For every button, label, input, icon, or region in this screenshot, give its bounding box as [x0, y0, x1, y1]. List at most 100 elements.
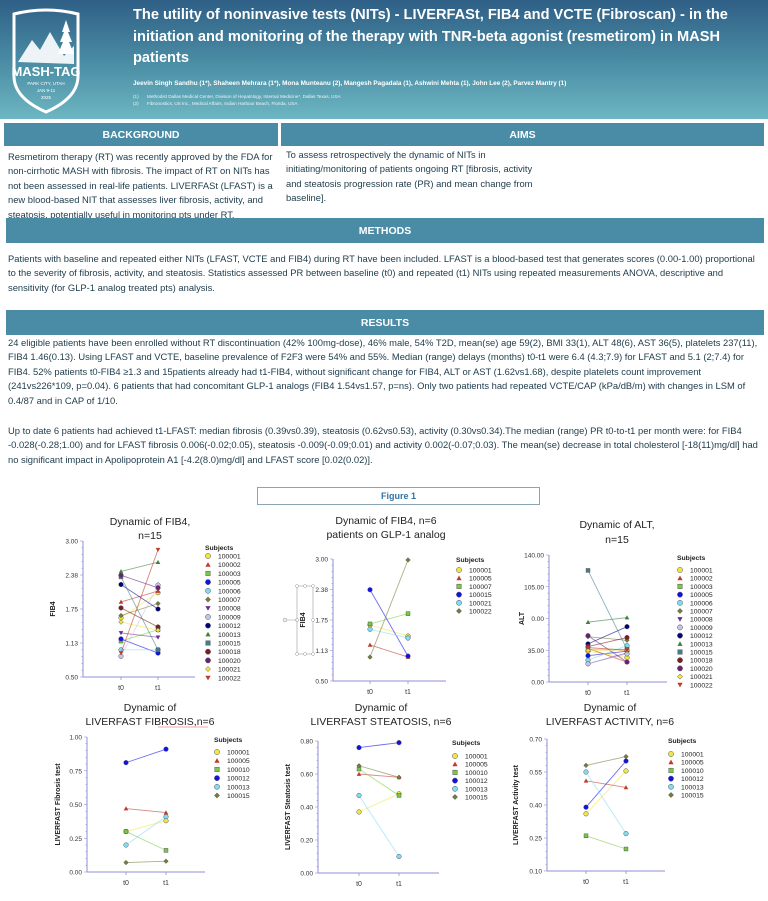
legend-entry: 100013: [465, 786, 488, 793]
legend-entry: 100005: [227, 758, 250, 765]
series-100012: [585, 624, 630, 647]
data-point: [118, 636, 124, 642]
legend-marker: [668, 775, 674, 782]
chart-title-line: n=15: [138, 530, 162, 542]
data-point: [405, 653, 411, 659]
legend-entry: 100020: [690, 666, 713, 673]
data-point: [356, 763, 362, 769]
y-axis-label: LIVERFAST Fibrosis test: [55, 763, 62, 846]
x-tick-label: t1: [396, 881, 402, 888]
series-line: [358, 742, 400, 749]
legend-entry: 100010: [465, 770, 488, 777]
chart-svg: Dynamic of FIB4, n=15 0.50 1.13 1.75 2.38 3.00…: [50, 516, 241, 692]
y-tick-label: 35.00: [528, 648, 545, 655]
data-point: [367, 621, 373, 627]
aims-text: To assess retrospectively the dynamic of…: [286, 149, 533, 204]
legend-marker: [677, 608, 683, 614]
legend-marker: [452, 769, 458, 775]
series-line: [120, 574, 159, 589]
series-100012: [123, 746, 169, 766]
y-tick-label: 3.00: [65, 539, 78, 546]
series-100009: [585, 651, 630, 667]
y-tick-label: 1.13: [315, 648, 328, 655]
y-tick-label: 140.00: [524, 553, 544, 560]
series-line: [585, 756, 627, 766]
data-point: [118, 605, 124, 611]
legend-entry: 100012: [465, 778, 488, 785]
data-point: [585, 633, 591, 639]
legend-entry: 100002: [218, 562, 241, 569]
legend-marker: [677, 583, 683, 589]
legend-marker: [205, 614, 211, 620]
methods-heading: METHODS: [6, 218, 764, 243]
legend-entry: 100001: [465, 754, 488, 761]
y-tick-label: 0.00: [69, 870, 82, 877]
legend-marker: [205, 657, 211, 664]
series-100013: [585, 615, 630, 624]
legend-entry: 100003: [218, 571, 241, 578]
legend-marker: [452, 761, 458, 767]
legend-entry: 100015: [681, 793, 704, 800]
legend-entry: 100009: [218, 614, 241, 621]
legend-entry: 100015: [218, 641, 241, 648]
y-tick-label: 1.00: [69, 735, 82, 742]
methods-text: Patients with baseline and repeated eith…: [8, 253, 755, 293]
poster-title: The utility of noninvasive tests (NITs) …: [133, 7, 728, 66]
legend-entry: 100022: [218, 675, 241, 682]
legend-marker: [205, 666, 211, 673]
legend-entry: 100012: [681, 776, 704, 783]
data-point: [118, 612, 124, 619]
y-axis-label: LIVERFAST Activity test: [513, 764, 520, 845]
series-100012: [583, 758, 629, 810]
data-point: [405, 557, 411, 563]
affiliation-number: (2): [133, 101, 139, 106]
data-point: [356, 809, 362, 815]
results-paragraph-2: Up to date 6 patients had achieved t1-LF…: [8, 425, 758, 465]
data-point: [155, 647, 161, 653]
y-tick-label: 0.25: [529, 836, 542, 843]
series-100009: [118, 582, 161, 659]
chart-svg: Dynamic of ALT, n=15 0.00 35.00 0.00 105.00 14…: [519, 519, 713, 697]
legend-title: Subjects: [668, 738, 697, 745]
x-tick-label: t0: [367, 689, 373, 696]
data-point: [583, 804, 589, 810]
legend-entry: 100015: [690, 650, 713, 657]
legend-entry: 100013: [681, 784, 704, 791]
legend-marker: [677, 591, 683, 598]
legend-marker: [677, 649, 683, 655]
series-line: [587, 653, 628, 665]
background-heading: BACKGROUND: [4, 123, 278, 146]
legend-entry: 100005: [690, 592, 713, 599]
legend-marker: [205, 675, 211, 681]
series-line: [125, 860, 167, 863]
data-point: [356, 745, 362, 751]
data-point: [118, 631, 124, 636]
chart-svg: Dynamic of LIVERFAST STEATOSIS, n=6 0.00 0.…: [285, 702, 488, 888]
legend: Subjects10000110000210000310000510000610…: [205, 545, 241, 682]
legend-marker: [214, 758, 220, 763]
data-point: [367, 642, 373, 647]
legend-entry: 100006: [690, 600, 713, 607]
legend-entry: 100003: [690, 584, 713, 591]
logo-place: PARK CITY, UTAH: [27, 81, 64, 86]
series-100018: [118, 605, 161, 630]
legend-entry: 100001: [469, 568, 492, 575]
legend-marker: [456, 567, 462, 573]
series-line: [369, 624, 409, 637]
y-tick-label: 0.70: [529, 737, 542, 744]
data-point: [155, 600, 161, 607]
y-tick-label: 0.50: [65, 675, 78, 682]
legend: Subjects10000110000210000310000510000610…: [677, 555, 713, 689]
y-tick-label: 0.40: [529, 803, 542, 810]
legend-marker: [452, 777, 458, 784]
chart-title-line: LIVERFAST FIBROSIS,n=6: [85, 716, 214, 728]
legend-marker: [205, 631, 211, 637]
data-point: [155, 627, 161, 633]
series-100005: [367, 642, 411, 659]
series-line: [125, 748, 167, 764]
y-tick-label: 0.40: [300, 805, 313, 812]
data-point: [155, 588, 161, 593]
chart-title-line: Dynamic of FIB4, n=6: [335, 515, 436, 527]
data-point: [155, 559, 161, 565]
